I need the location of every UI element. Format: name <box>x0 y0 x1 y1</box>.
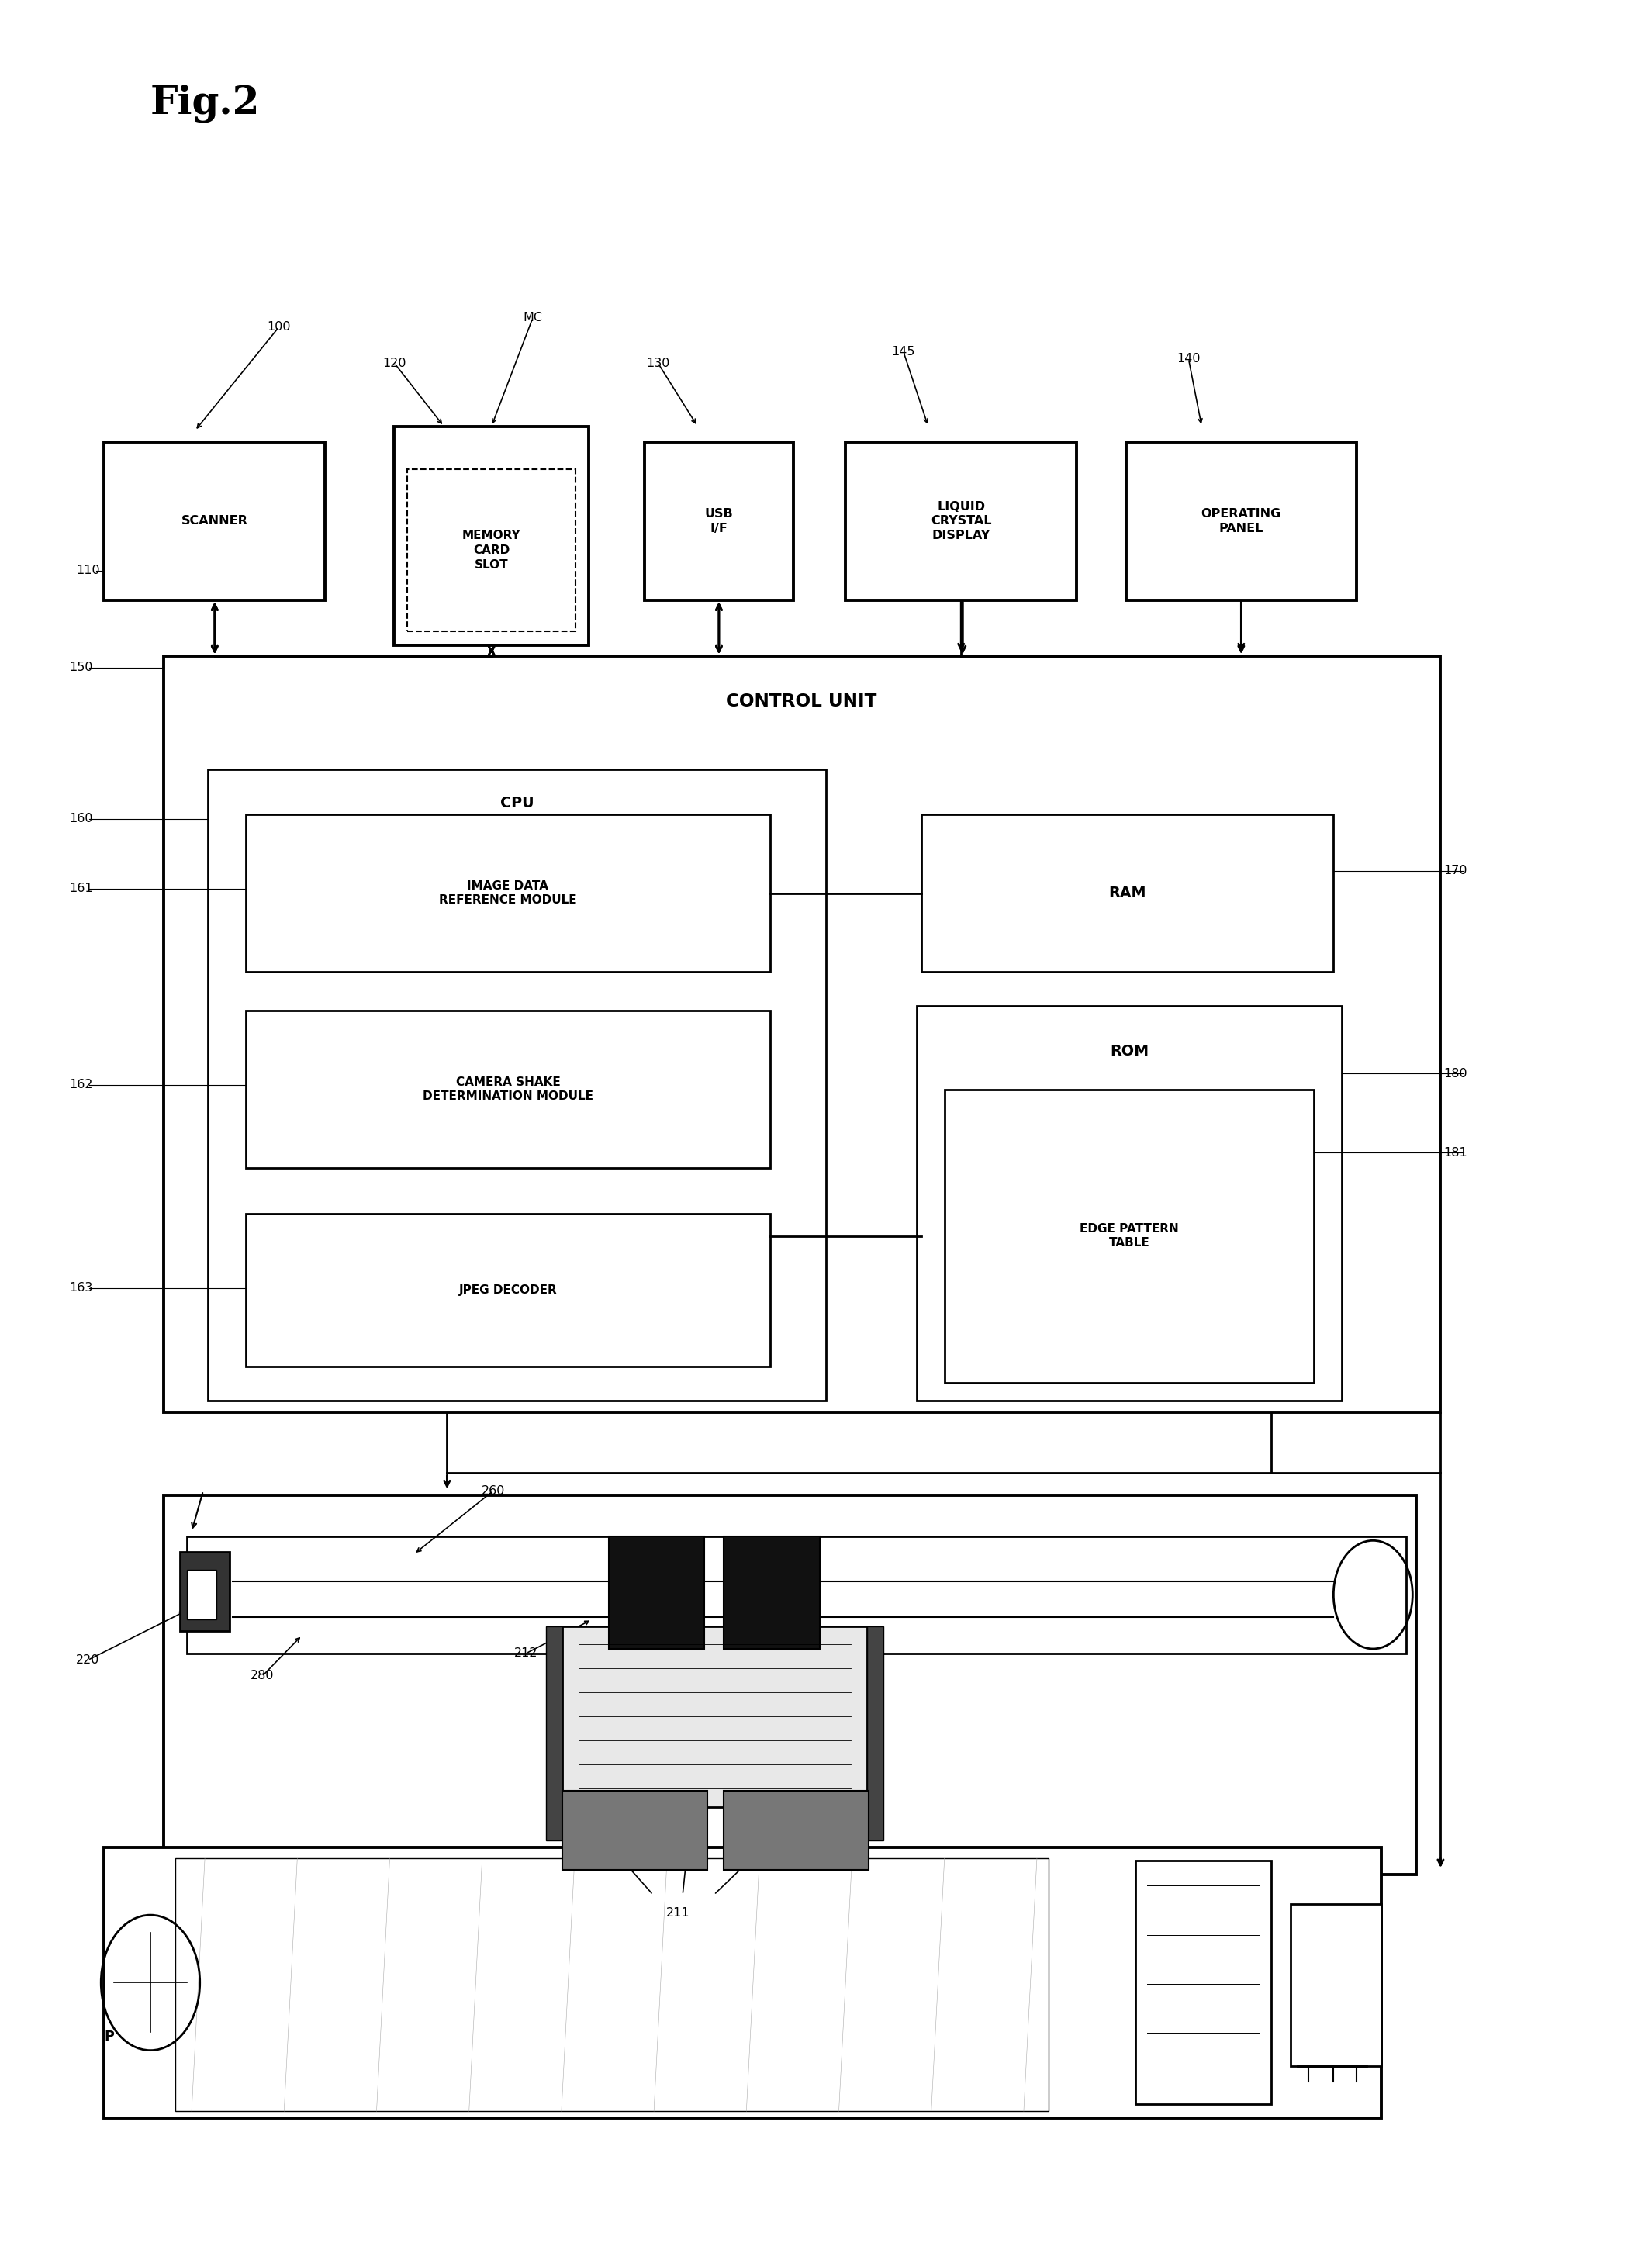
Text: 212: 212 <box>801 1638 824 1650</box>
FancyBboxPatch shape <box>562 1627 867 1806</box>
FancyBboxPatch shape <box>917 1006 1341 1401</box>
FancyBboxPatch shape <box>408 470 575 631</box>
Text: MC: MC <box>524 312 542 323</box>
FancyBboxPatch shape <box>395 427 588 644</box>
Text: MEMORY
CARD
SLOT: MEMORY CARD SLOT <box>463 531 520 570</box>
Text: 150: 150 <box>69 662 93 673</box>
FancyBboxPatch shape <box>846 443 1077 599</box>
Text: 170: 170 <box>1444 866 1467 877</box>
Text: 160: 160 <box>69 814 93 825</box>
Text: 162: 162 <box>69 1078 93 1092</box>
Text: 110: 110 <box>76 565 99 576</box>
Text: 180: 180 <box>1444 1067 1467 1080</box>
Text: 260: 260 <box>481 1485 506 1496</box>
Text: Fig.2: Fig.2 <box>150 84 261 122</box>
FancyBboxPatch shape <box>644 443 793 599</box>
FancyBboxPatch shape <box>922 814 1333 972</box>
Text: 161: 161 <box>69 884 93 895</box>
FancyBboxPatch shape <box>562 1790 707 1869</box>
FancyBboxPatch shape <box>1137 1860 1270 2104</box>
Text: 120: 120 <box>383 357 406 368</box>
Text: ROM: ROM <box>1110 1044 1148 1058</box>
FancyBboxPatch shape <box>175 1858 1049 2111</box>
Text: SCANNER: SCANNER <box>182 515 248 527</box>
Text: 270: 270 <box>1148 1993 1173 2005</box>
Text: 163: 163 <box>69 1281 93 1293</box>
Text: 280: 280 <box>251 1670 274 1681</box>
FancyBboxPatch shape <box>187 1537 1406 1654</box>
Text: JPEG DECODER: JPEG DECODER <box>459 1284 557 1295</box>
Text: EDGE PATTERN
TABLE: EDGE PATTERN TABLE <box>1080 1223 1180 1250</box>
Text: 181: 181 <box>1444 1146 1467 1159</box>
FancyBboxPatch shape <box>1127 443 1356 599</box>
FancyBboxPatch shape <box>945 1089 1313 1383</box>
FancyBboxPatch shape <box>724 1537 819 1650</box>
Text: RAM: RAM <box>1108 886 1146 899</box>
FancyBboxPatch shape <box>724 1790 869 1869</box>
FancyBboxPatch shape <box>187 1571 216 1620</box>
Text: USB
I/F: USB I/F <box>705 508 733 533</box>
Text: LIQUID
CRYSTAL
DISPLAY: LIQUID CRYSTAL DISPLAY <box>930 502 991 540</box>
Text: CAMERA SHAKE
DETERMINATION MODULE: CAMERA SHAKE DETERMINATION MODULE <box>423 1076 593 1103</box>
Text: 230: 230 <box>1345 1993 1368 2005</box>
Text: CONTROL UNIT: CONTROL UNIT <box>725 692 877 710</box>
Text: CPU: CPU <box>501 796 534 811</box>
Text: 140: 140 <box>1176 353 1201 364</box>
Text: OPERATING
PANEL: OPERATING PANEL <box>1201 508 1282 533</box>
FancyBboxPatch shape <box>608 1537 704 1650</box>
Text: 212: 212 <box>514 1648 539 1659</box>
FancyBboxPatch shape <box>246 1010 770 1168</box>
FancyBboxPatch shape <box>246 1214 770 1367</box>
FancyBboxPatch shape <box>867 1627 884 1840</box>
Text: 130: 130 <box>646 357 669 368</box>
FancyBboxPatch shape <box>1290 1903 1381 2066</box>
Text: 211: 211 <box>666 1907 689 1919</box>
FancyBboxPatch shape <box>246 814 770 972</box>
Text: IMAGE DATA
REFERENCE MODULE: IMAGE DATA REFERENCE MODULE <box>439 879 577 906</box>
FancyBboxPatch shape <box>545 1627 562 1840</box>
FancyBboxPatch shape <box>104 1846 1381 2118</box>
FancyBboxPatch shape <box>180 1553 230 1632</box>
Text: 220: 220 <box>76 1654 99 1666</box>
FancyBboxPatch shape <box>208 768 826 1401</box>
Text: 210: 210 <box>861 1670 884 1681</box>
Text: P: P <box>104 2029 114 2043</box>
Text: 100: 100 <box>268 321 291 332</box>
FancyBboxPatch shape <box>164 655 1441 1412</box>
FancyBboxPatch shape <box>164 1496 1416 1874</box>
Text: 145: 145 <box>892 346 915 357</box>
FancyBboxPatch shape <box>104 443 325 599</box>
